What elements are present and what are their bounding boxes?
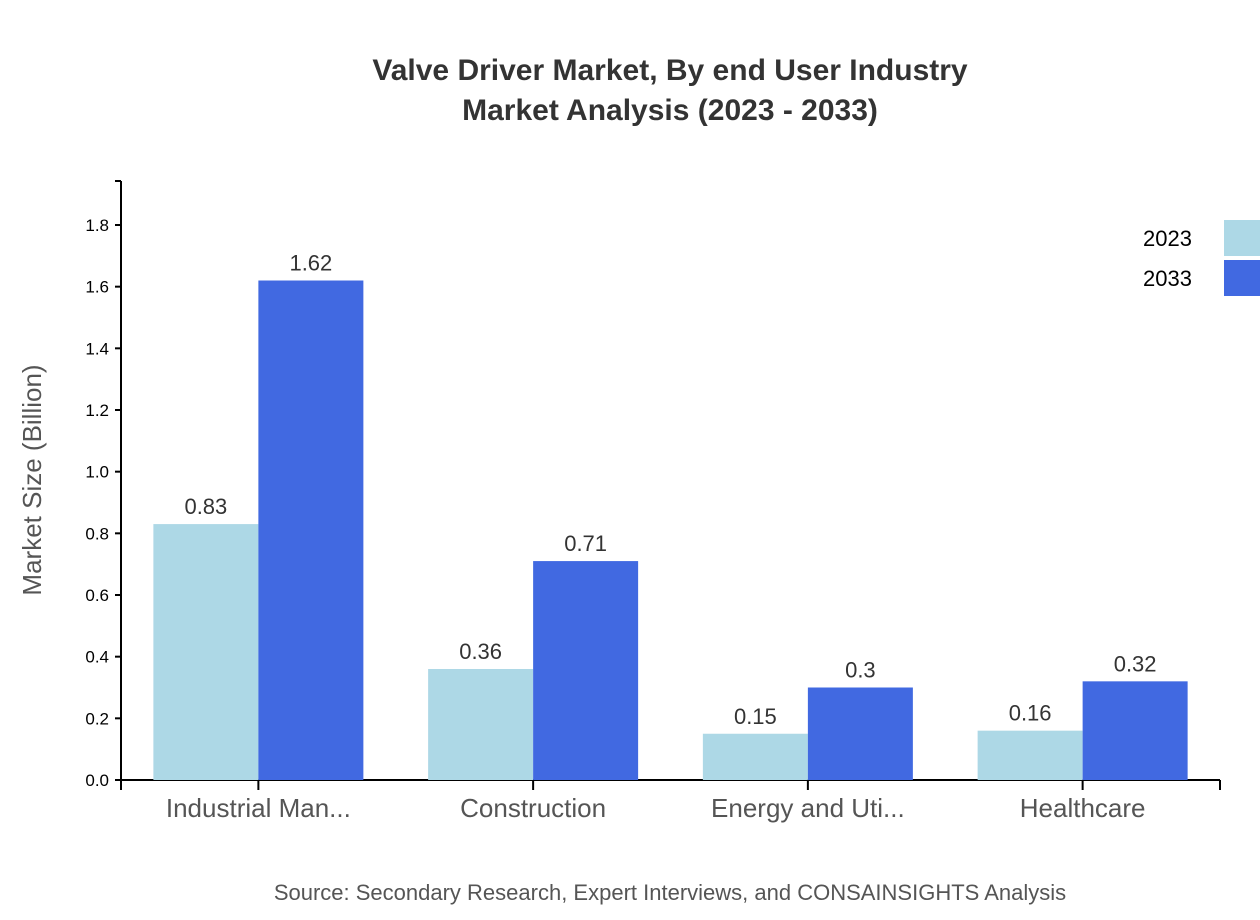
data-label: 0.83	[184, 494, 227, 519]
data-label: 0.32	[1114, 651, 1157, 676]
y-tick-label: 1.2	[85, 401, 109, 420]
y-tick-label: 0.6	[85, 586, 109, 605]
x-tick-label: Healthcare	[1020, 793, 1146, 823]
y-tick-label: 1.0	[85, 463, 109, 482]
y-tick-label: 1.6	[85, 278, 109, 297]
legend-swatch-2033	[1224, 260, 1260, 296]
y-tick-label: 1.4	[85, 339, 109, 358]
bar-2023	[153, 524, 259, 780]
source-note: Source: Secondary Research, Expert Inter…	[274, 880, 1066, 905]
legend-label: 2023	[1143, 226, 1192, 251]
data-label: 1.62	[289, 251, 332, 276]
bar-2023	[702, 733, 808, 780]
legend-label: 2033	[1143, 266, 1192, 291]
legend-swatch-2023	[1224, 220, 1260, 256]
bar-2033	[1082, 681, 1188, 780]
data-label: 0.71	[564, 531, 607, 556]
bar-2023	[977, 730, 1083, 780]
bar-2023	[428, 669, 534, 780]
y-tick-label: 0.4	[85, 648, 109, 667]
y-tick-label: 0.8	[85, 524, 109, 543]
y-tick-label: 0.0	[85, 771, 109, 790]
chart-title-line1: Valve Driver Market, By end User Industr…	[372, 54, 968, 87]
data-label: 0.15	[734, 704, 777, 729]
y-axis-label: Market Size (Billion)	[17, 364, 47, 595]
x-tick-label: Construction	[460, 793, 606, 823]
data-label: 0.16	[1009, 701, 1052, 726]
x-tick-label: Energy and Uti...	[711, 793, 905, 823]
y-tick-label: 1.8	[85, 216, 109, 235]
x-axis: Industrial Man... Construction Energy and …	[120, 779, 1221, 823]
bar-2033	[258, 280, 364, 780]
chart-title-line2: Market Analysis (2023 - 2033)	[462, 94, 878, 127]
bar-2033	[807, 687, 913, 780]
y-tick-label: 0.2	[85, 709, 109, 728]
legend: 2023 2033	[1143, 220, 1260, 296]
bar-2033	[533, 561, 639, 780]
data-label: 0.36	[459, 639, 502, 664]
y-axis: 0.0 0.2 0.4 0.6 0.8 1.0 1.2 1.4 1.6 1.8	[85, 180, 122, 790]
x-tick-label: Industrial Man...	[166, 793, 351, 823]
data-label: 0.3	[845, 658, 876, 683]
bars: 0.83 1.62 0.36 0.71 0.15 0.3 0.16 0.32	[153, 251, 1188, 780]
